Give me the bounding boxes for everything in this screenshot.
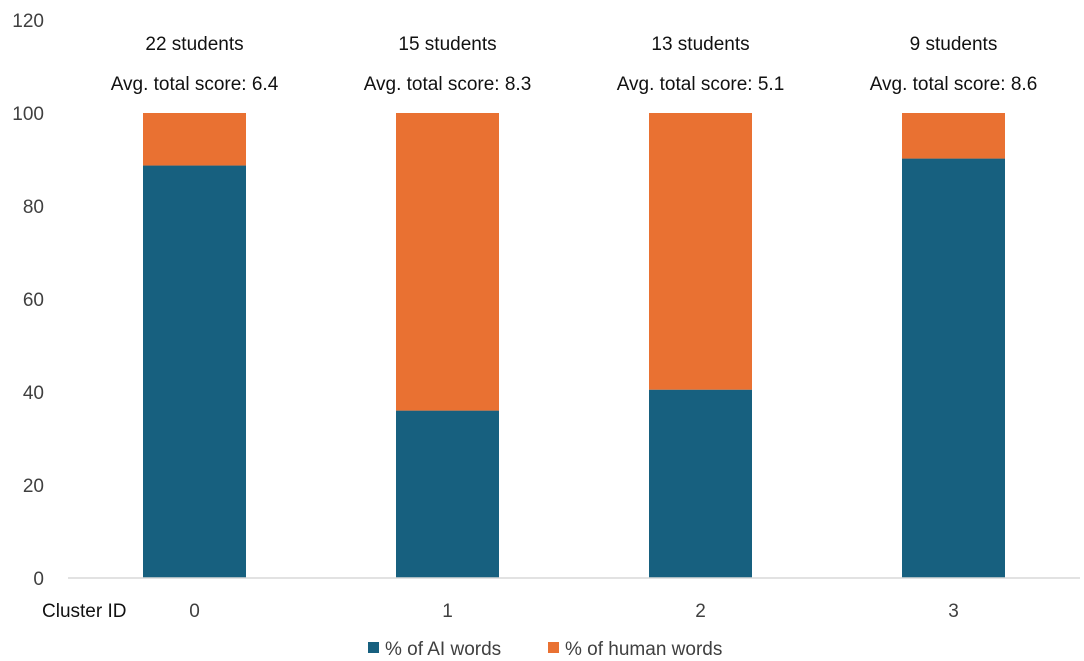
x-tick-label: 3 xyxy=(948,601,959,622)
annotation-students: 9 students xyxy=(910,34,998,55)
annotation-students: 13 students xyxy=(651,34,749,55)
bar-segment-ai-cluster-2 xyxy=(649,389,752,578)
annotation-score: Avg. total score: 8.3 xyxy=(364,74,532,95)
bar-segment-human-cluster-1 xyxy=(396,113,499,411)
annotation-score: Avg. total score: 6.4 xyxy=(111,74,279,95)
annotation-students: 15 students xyxy=(398,34,496,55)
legend-label: % of human words xyxy=(565,639,722,660)
x-axis-title: Cluster ID xyxy=(42,601,126,622)
x-tick-label: 2 xyxy=(695,601,706,622)
y-tick-label: 80 xyxy=(23,197,44,218)
bar-segment-ai-cluster-3 xyxy=(902,158,1005,578)
annotation-students: 22 students xyxy=(145,34,243,55)
y-tick-label: 40 xyxy=(23,383,44,404)
bar-segment-human-cluster-3 xyxy=(902,113,1005,159)
bar-segment-ai-cluster-1 xyxy=(396,410,499,578)
bars xyxy=(143,113,1005,579)
annotation-score: Avg. total score: 5.1 xyxy=(617,74,785,95)
y-tick-label: 60 xyxy=(23,290,44,311)
legend-swatch xyxy=(368,642,379,653)
bar-segment-human-cluster-0 xyxy=(143,113,246,166)
y-tick-label: 0 xyxy=(33,569,44,590)
x-tick-label: 0 xyxy=(189,601,200,622)
y-tick-label: 20 xyxy=(23,476,44,497)
y-axis-ticks: 0 20 40 60 80 100 120 xyxy=(12,11,44,590)
x-axis-ticks: 0 1 2 3 xyxy=(189,601,959,622)
bar-annotations: 22 students Avg. total score: 6.4 15 stude… xyxy=(111,34,1038,95)
legend: % of AI words % of human words xyxy=(368,639,722,660)
annotation-score: Avg. total score: 8.6 xyxy=(870,74,1038,95)
y-tick-label: 100 xyxy=(12,104,44,125)
legend-swatch xyxy=(548,642,559,653)
bar-segment-human-cluster-2 xyxy=(649,113,752,390)
legend-label: % of AI words xyxy=(385,639,501,660)
x-tick-label: 1 xyxy=(442,601,453,622)
y-tick-label: 120 xyxy=(12,11,44,32)
bar-segment-ai-cluster-0 xyxy=(143,165,246,579)
